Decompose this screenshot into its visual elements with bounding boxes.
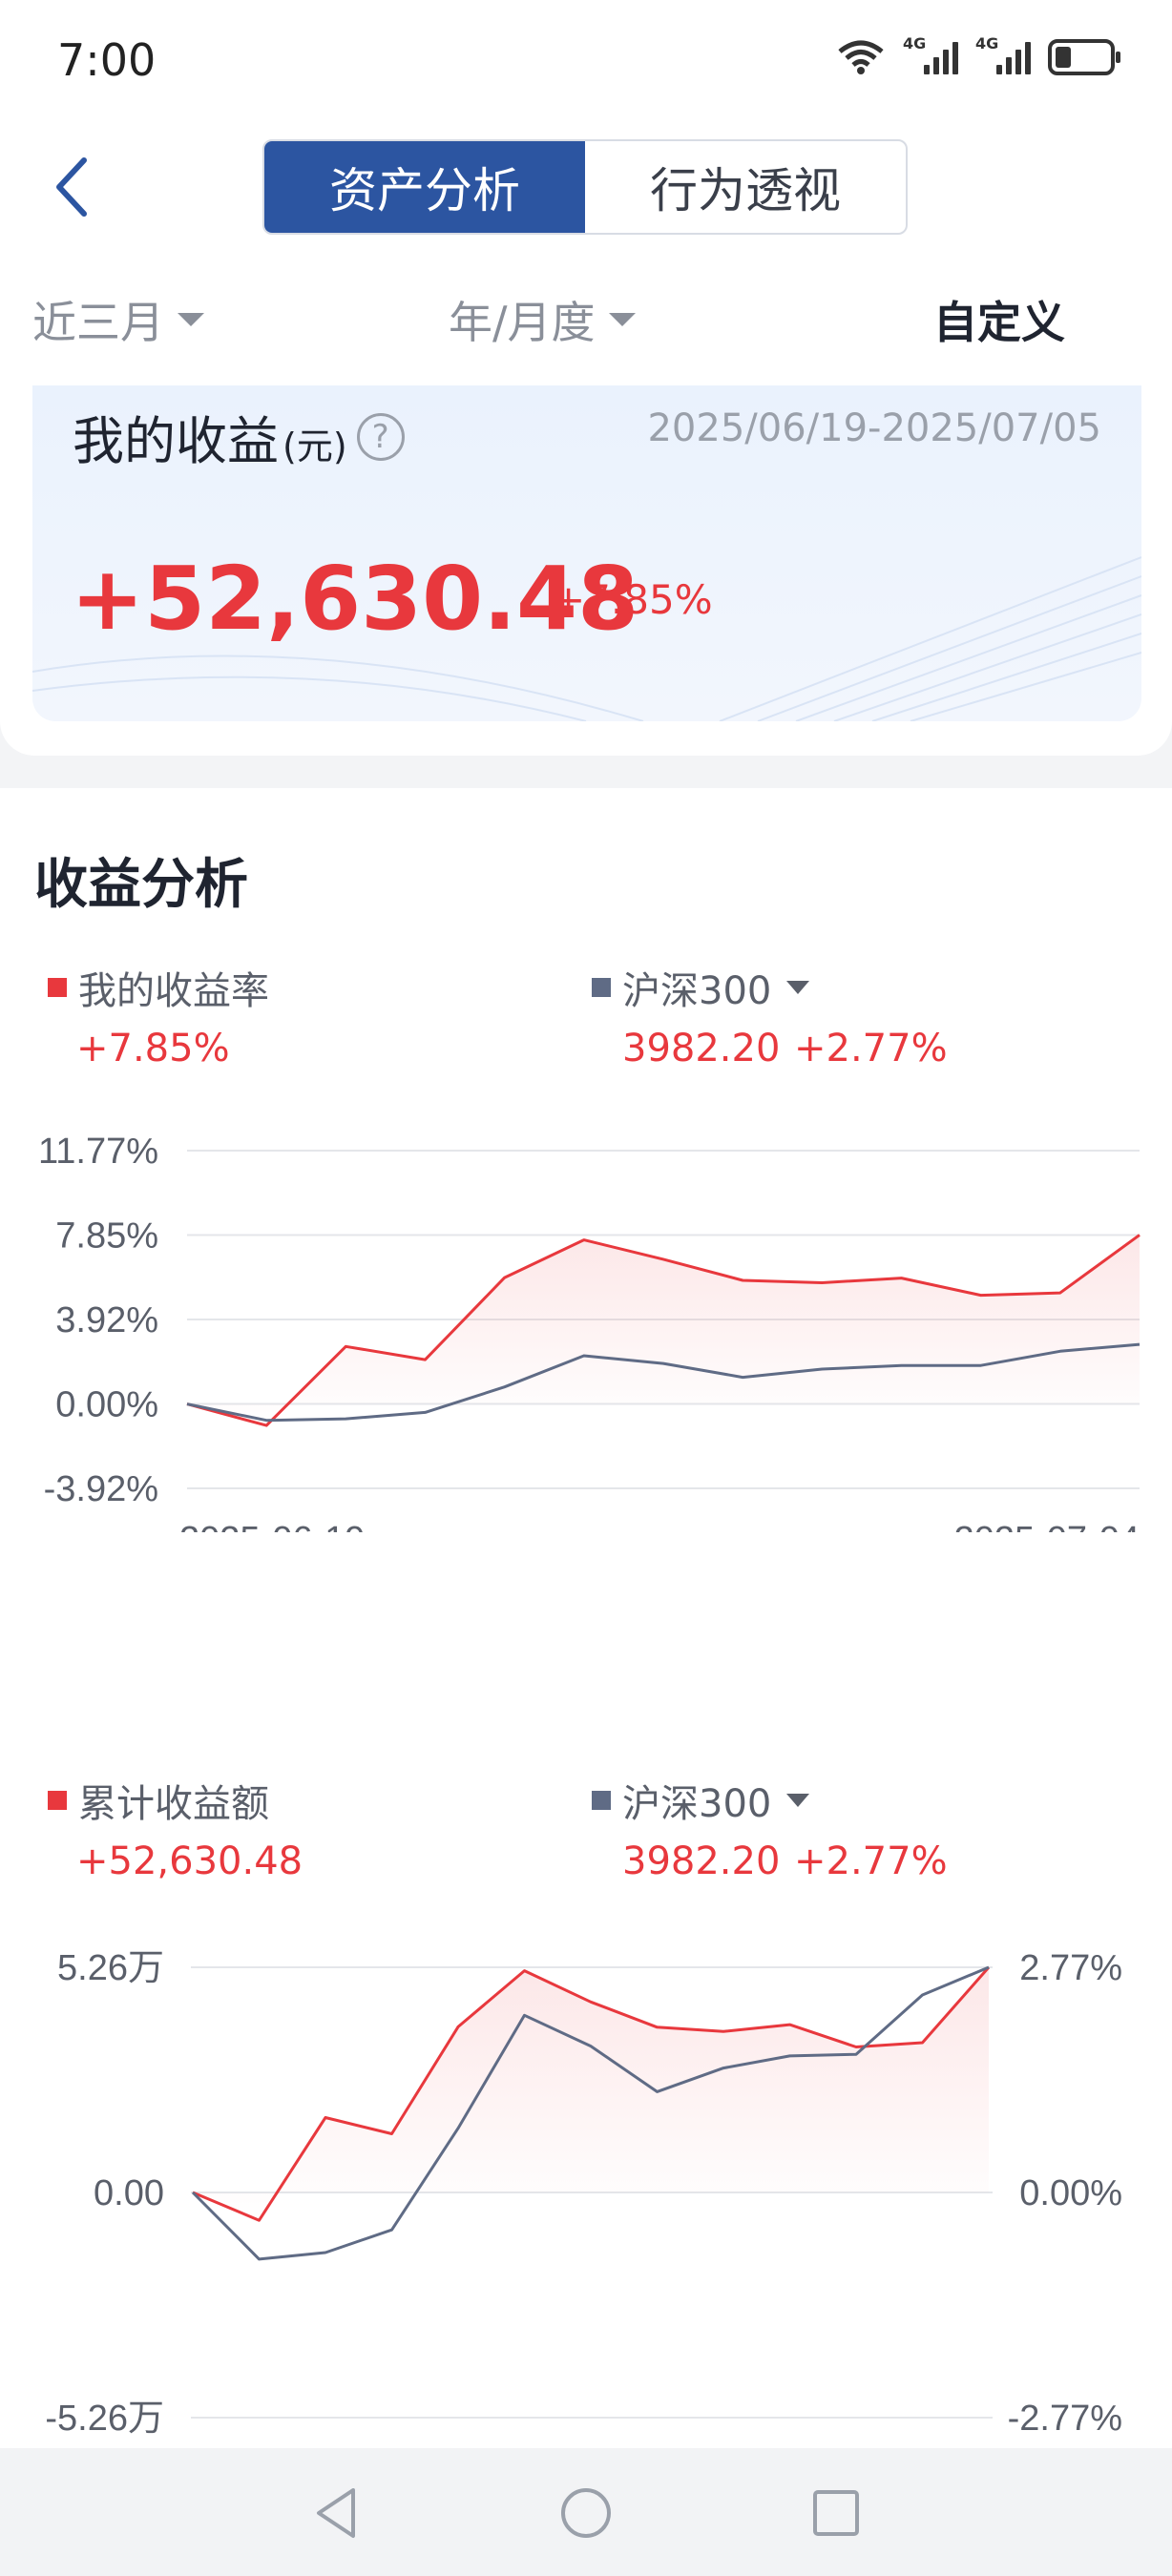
earnings-card: 我的收益 (元) ? 2025/06/19-2025/07/05 +52,630…: [32, 385, 1141, 721]
system-nav-bar: [0, 2448, 1172, 2576]
section-title: 收益分析: [34, 854, 248, 916]
network-type-label: 4G: [903, 34, 927, 52]
y-tick-label-right: 0.00%: [1019, 2173, 1122, 2213]
series-line: [186, 1234, 1141, 1427]
filter-row: 近三月 年/月度 自定义: [0, 282, 1172, 359]
custom-filter-label: 自定义: [933, 297, 1065, 348]
caret-down-icon: [786, 981, 810, 994]
range-filter-label: 近三月: [32, 297, 164, 348]
segmented-tabs: 资产分析 行为透视: [262, 139, 908, 235]
nav-recents-icon[interactable]: [806, 2483, 867, 2544]
y-tick-label: -5.26万: [45, 2399, 164, 2439]
y-tick-label: 3.92%: [55, 1300, 158, 1340]
legend-swatch: [592, 978, 611, 997]
range-filter[interactable]: 近三月: [32, 288, 204, 351]
series-line: [191, 1965, 990, 2261]
my-return-value: +7.85%: [76, 1027, 230, 1070]
earnings-title: 我的收益 (元) ?: [73, 399, 405, 474]
battery-icon: [1048, 39, 1120, 75]
y-tick-label: 11.77%: [38, 1132, 158, 1172]
period-filter-label: 年/月度: [449, 297, 596, 348]
series-line: [192, 1966, 991, 2222]
x-tick-label: 2025-06-19: [179, 1520, 365, 1532]
series-area: [187, 1235, 1140, 1426]
analysis-section: 收益分析 我的收益率 +7.85% 沪深300 3982.20 +2.77% 累…: [0, 788, 1172, 2448]
y-tick-label: -3.92%: [44, 1469, 158, 1509]
index-change: +2.77%: [794, 1027, 948, 1070]
help-icon[interactable]: ?: [356, 412, 405, 461]
nav-back-icon[interactable]: [305, 2483, 366, 2544]
series-line: [186, 1342, 1141, 1423]
legend-my-return-label: 我的收益率: [78, 969, 269, 1013]
caret-down-icon: [178, 313, 204, 326]
return-rate-chart: 11.77% 7.85% 3.92% 0.00% -3.92% 2025-06-19 202…: [38, 1132, 1141, 1532]
back-arrow-icon[interactable]: [46, 153, 95, 221]
earnings-date-range: 2025/06/19-2025/07/05: [647, 406, 1101, 450]
status-time: 7:00: [57, 34, 157, 86]
legend-index-selector[interactable]: 沪深300: [592, 960, 810, 1015]
legend-swatch: [48, 978, 67, 997]
cellular-signal-icon: 4G: [975, 34, 1031, 78]
wifi-icon: [838, 40, 884, 74]
y-tick-label: 5.26万: [57, 1948, 164, 1988]
legend-cumulative-label: 累计收益额: [78, 1782, 269, 1826]
cumulative-earnings-chart: 5.26万 0.00 -5.26万 2.77% 0.00% -2.77%: [45, 1948, 1122, 2439]
legend-cumulative-earnings: 累计收益额: [48, 1773, 269, 1828]
series-area: [193, 1967, 989, 2221]
tab-asset-analysis[interactable]: 资产分析: [264, 141, 585, 233]
earnings-percent: +7.85%: [552, 576, 713, 623]
y-tick-label-right: 2.77%: [1019, 1948, 1122, 1988]
index-value: 3982.20: [622, 1027, 781, 1070]
cumulative-earnings-value: +52,630.48: [76, 1839, 303, 1883]
index-change: +2.77%: [794, 1839, 948, 1883]
network-type-label: 4G: [975, 34, 999, 52]
custom-filter[interactable]: 自定义: [933, 288, 1065, 351]
legend-index-label: 沪深300: [622, 1782, 772, 1826]
legend-index-selector[interactable]: 沪深300: [592, 1773, 810, 1828]
status-icons: 4G 4G: [836, 34, 1120, 78]
period-filter[interactable]: 年/月度: [449, 288, 636, 351]
y-tick-label-right: -2.77%: [1008, 2399, 1122, 2439]
earnings-title-text: 我的收益: [73, 411, 279, 471]
status-bar: 7:00 4G 4G: [0, 0, 1172, 118]
legend-my-return: 我的收益率: [48, 960, 269, 1015]
y-tick-label: 0.00: [94, 2173, 164, 2213]
y-tick-label: 7.85%: [55, 1216, 158, 1257]
nav-home-icon[interactable]: [555, 2483, 617, 2544]
cellular-signal-icon: 4G: [903, 34, 958, 78]
x-tick-label: 2025-07-04: [954, 1520, 1140, 1532]
earnings-unit: (元): [283, 426, 347, 467]
index-value: 3982.20: [622, 1839, 781, 1883]
card-decoration: [32, 556, 1141, 721]
legend-swatch: [592, 1791, 611, 1810]
legend-index-label: 沪深300: [622, 969, 772, 1013]
caret-down-icon: [608, 313, 636, 326]
y-tick-label: 0.00%: [55, 1385, 158, 1425]
tab-behavior-insight[interactable]: 行为透视: [650, 163, 841, 218]
caret-down-icon: [786, 1794, 810, 1807]
legend-swatch: [48, 1791, 67, 1810]
earnings-amount: +52,630.48: [71, 548, 639, 650]
